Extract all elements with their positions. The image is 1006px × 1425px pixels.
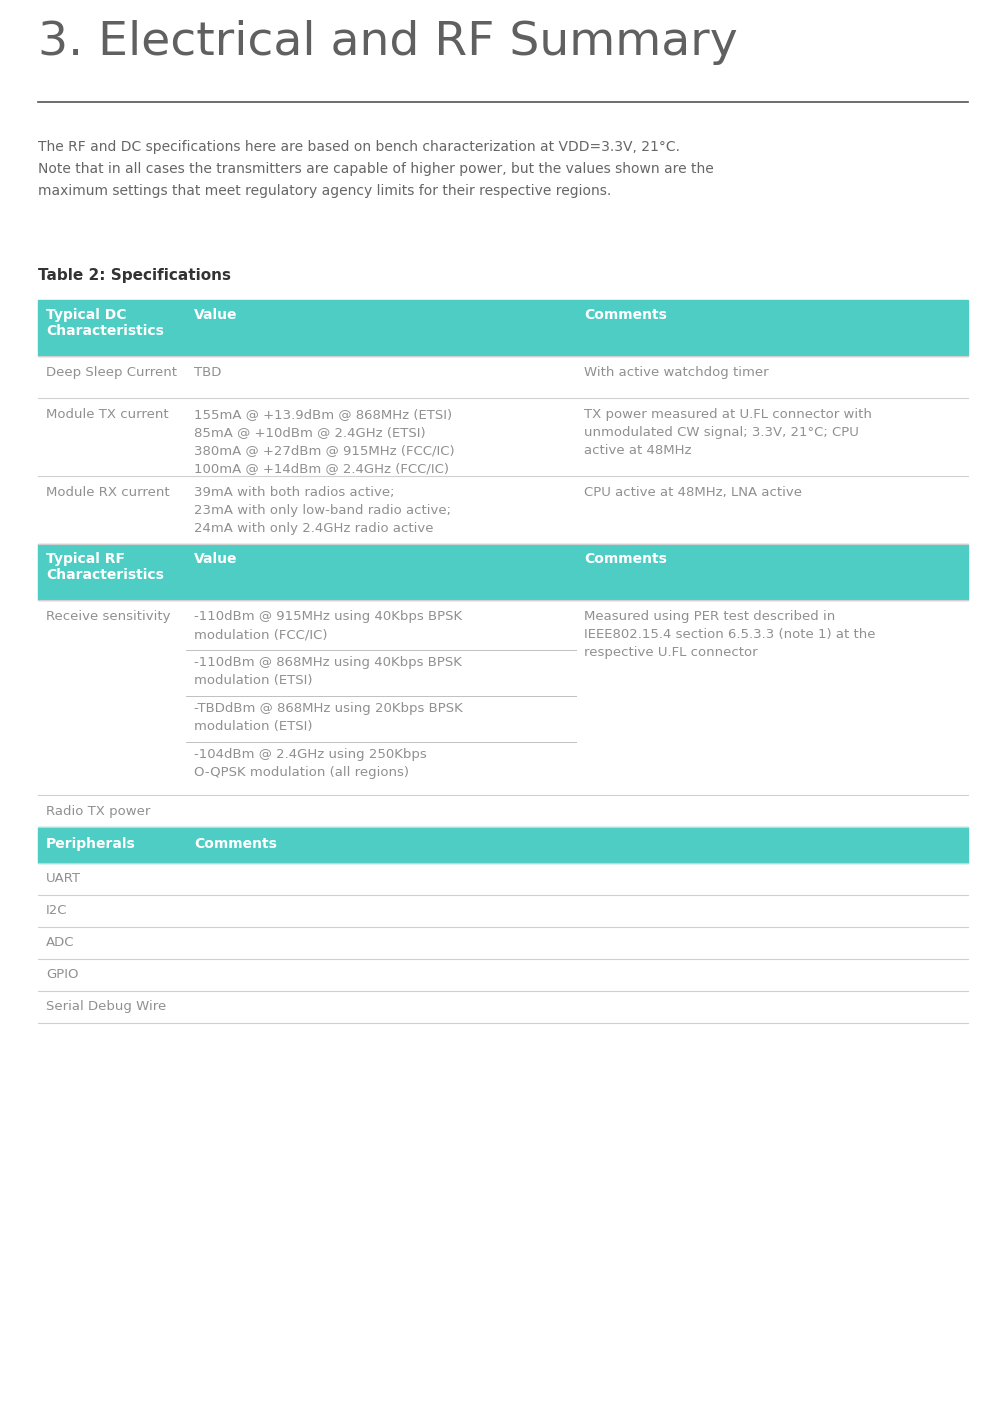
Bar	[38, 544, 968, 600]
Text: Serial Debug Wire: Serial Debug Wire	[46, 1000, 166, 1013]
Text: Comments: Comments	[584, 308, 667, 322]
Text: CPU active at 48MHz, LNA active: CPU active at 48MHz, LNA active	[584, 486, 802, 499]
Text: modulation (ETSI): modulation (ETSI)	[194, 720, 313, 732]
Text: Value: Value	[194, 308, 237, 322]
Text: Comments: Comments	[194, 836, 277, 851]
Text: 39mA with both radios active;: 39mA with both radios active;	[194, 486, 394, 499]
Text: Module TX current: Module TX current	[46, 408, 169, 420]
Text: -TBDdBm @ 868MHz using 20Kbps BPSK: -TBDdBm @ 868MHz using 20Kbps BPSK	[194, 703, 463, 715]
Text: Typical DC
Characteristics: Typical DC Characteristics	[46, 308, 164, 338]
Text: 155mA @ +13.9dBm @ 868MHz (ETSI): 155mA @ +13.9dBm @ 868MHz (ETSI)	[194, 408, 452, 420]
Text: maximum settings that meet regulatory agency limits for their respective regions: maximum settings that meet regulatory ag…	[38, 184, 612, 198]
Text: 100mA @ +14dBm @ 2.4GHz (FCC/IC): 100mA @ +14dBm @ 2.4GHz (FCC/IC)	[194, 462, 449, 475]
Text: modulation (FCC/IC): modulation (FCC/IC)	[194, 628, 328, 641]
Text: Note that in all cases the transmitters are capable of higher power, but the val: Note that in all cases the transmitters …	[38, 162, 713, 177]
Text: With active watchdog timer: With active watchdog timer	[584, 366, 769, 379]
Text: ADC: ADC	[46, 936, 74, 949]
Text: Value: Value	[194, 551, 237, 566]
Text: IEEE802.15.4 section 6.5.3.3 (note 1) at the: IEEE802.15.4 section 6.5.3.3 (note 1) at…	[584, 628, 875, 641]
Text: -104dBm @ 2.4GHz using 250Kbps: -104dBm @ 2.4GHz using 250Kbps	[194, 748, 427, 761]
Text: 3. Electrical and RF Summary: 3. Electrical and RF Summary	[38, 20, 737, 66]
Text: -110dBm @ 915MHz using 40Kbps BPSK: -110dBm @ 915MHz using 40Kbps BPSK	[194, 610, 462, 623]
Text: Receive sensitivity: Receive sensitivity	[46, 610, 170, 623]
Text: Deep Sleep Current: Deep Sleep Current	[46, 366, 177, 379]
Text: 23mA with only low-band radio active;: 23mA with only low-band radio active;	[194, 504, 451, 517]
Text: The RF and DC specifications here are based on bench characterization at VDD=3.3: The RF and DC specifications here are ba…	[38, 140, 680, 154]
Text: 85mA @ +10dBm @ 2.4GHz (ETSI): 85mA @ +10dBm @ 2.4GHz (ETSI)	[194, 426, 426, 439]
Text: TBD: TBD	[194, 366, 221, 379]
Text: Table 2: Specifications: Table 2: Specifications	[38, 268, 231, 284]
Text: Typical RF
Characteristics: Typical RF Characteristics	[46, 551, 164, 583]
Text: 380mA @ +27dBm @ 915MHz (FCC/IC): 380mA @ +27dBm @ 915MHz (FCC/IC)	[194, 445, 455, 457]
Text: Peripherals: Peripherals	[46, 836, 136, 851]
Text: I2C: I2C	[46, 903, 67, 918]
Text: GPIO: GPIO	[46, 968, 78, 980]
Text: O-QPSK modulation (all regions): O-QPSK modulation (all regions)	[194, 767, 409, 779]
Text: modulation (ETSI): modulation (ETSI)	[194, 674, 313, 687]
Text: unmodulated CW signal; 3.3V, 21°C; CPU: unmodulated CW signal; 3.3V, 21°C; CPU	[584, 426, 859, 439]
Bar	[38, 826, 968, 864]
Bar	[38, 301, 968, 356]
Text: UART: UART	[46, 872, 81, 885]
Text: Measured using PER test described in: Measured using PER test described in	[584, 610, 835, 623]
Text: Comments: Comments	[584, 551, 667, 566]
Text: -110dBm @ 868MHz using 40Kbps BPSK: -110dBm @ 868MHz using 40Kbps BPSK	[194, 656, 462, 668]
Text: TX power measured at U.FL connector with: TX power measured at U.FL connector with	[584, 408, 872, 420]
Text: active at 48MHz: active at 48MHz	[584, 445, 691, 457]
Text: Radio TX power: Radio TX power	[46, 805, 150, 818]
Text: Module RX current: Module RX current	[46, 486, 170, 499]
Text: 24mA with only 2.4GHz radio active: 24mA with only 2.4GHz radio active	[194, 522, 434, 534]
Text: respective U.FL connector: respective U.FL connector	[584, 646, 758, 658]
